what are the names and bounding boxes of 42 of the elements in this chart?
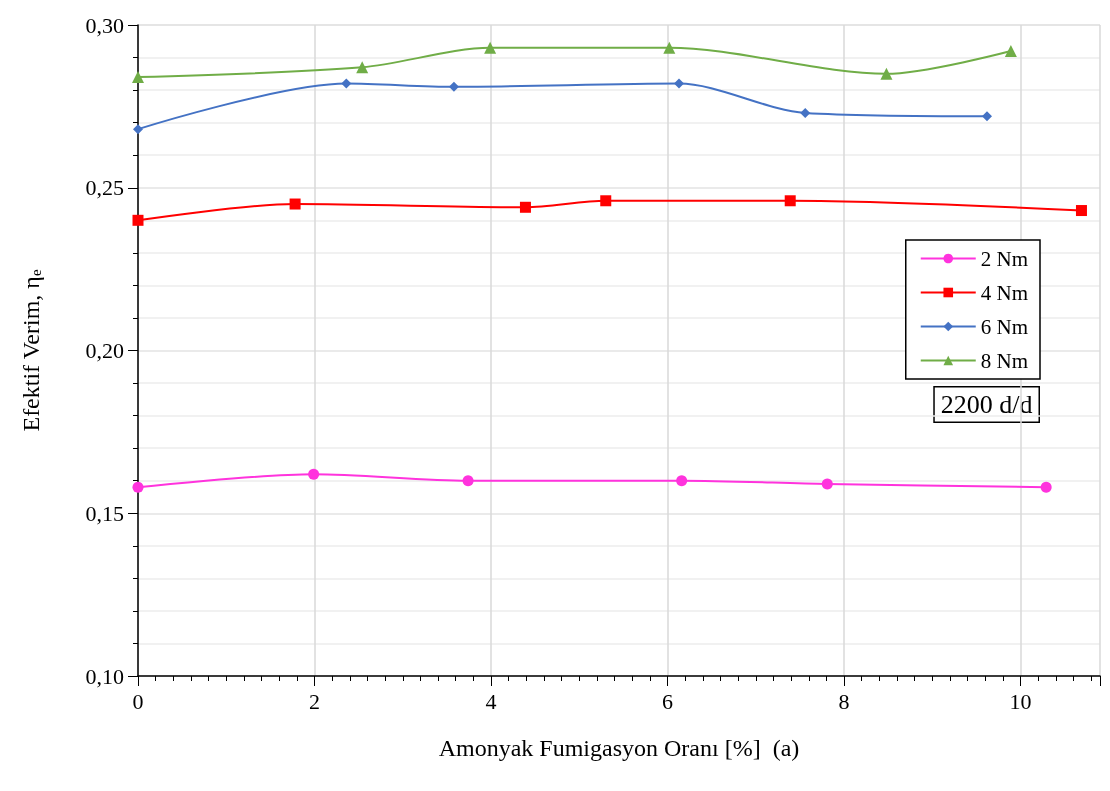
y-tick-label: 0,10 (85, 663, 124, 689)
point (289, 198, 301, 210)
point (356, 61, 369, 74)
point (982, 111, 993, 122)
point (676, 475, 688, 487)
point (800, 107, 811, 118)
x-tick-label: 2 (309, 688, 321, 714)
point (308, 468, 320, 480)
point (448, 81, 459, 92)
point (519, 201, 531, 213)
point (133, 124, 143, 135)
x-tick-label: 6 (662, 688, 674, 714)
point (663, 41, 676, 54)
y-tick-label: 0,30 (85, 12, 124, 38)
point (484, 41, 497, 54)
point (784, 195, 796, 207)
legend-label: 6 Nm (980, 314, 1028, 339)
point (674, 78, 685, 89)
point (600, 195, 612, 207)
x-tick-label: 10 (1009, 688, 1032, 714)
x-tick-label: 8 (838, 688, 850, 714)
y-axis-title: Efektif Verim, ηe (18, 268, 44, 432)
point (462, 475, 474, 487)
y-tick-label: 0,20 (85, 338, 124, 363)
point (1004, 45, 1017, 58)
y-tick-label: 0,15 (85, 500, 124, 526)
legend-label: 8 Nm (980, 348, 1028, 373)
point (1040, 481, 1052, 493)
x-tick-label: 4 (485, 688, 497, 714)
y-tick-label: 0,25 (85, 175, 124, 201)
x-axis-title: Amonyak Fumigasyon Oranı [%] (a) (438, 735, 800, 761)
point (132, 214, 144, 226)
point (341, 78, 352, 89)
legend-label: 4 Nm (980, 280, 1028, 305)
point (821, 478, 833, 490)
point (132, 71, 144, 84)
annotation: 2200 d/d (940, 390, 1033, 419)
point (1075, 205, 1087, 217)
point (880, 67, 893, 80)
legend-label: 2 Nm (980, 246, 1028, 271)
x-tick-label: 0 (132, 688, 144, 714)
point (132, 481, 144, 493)
